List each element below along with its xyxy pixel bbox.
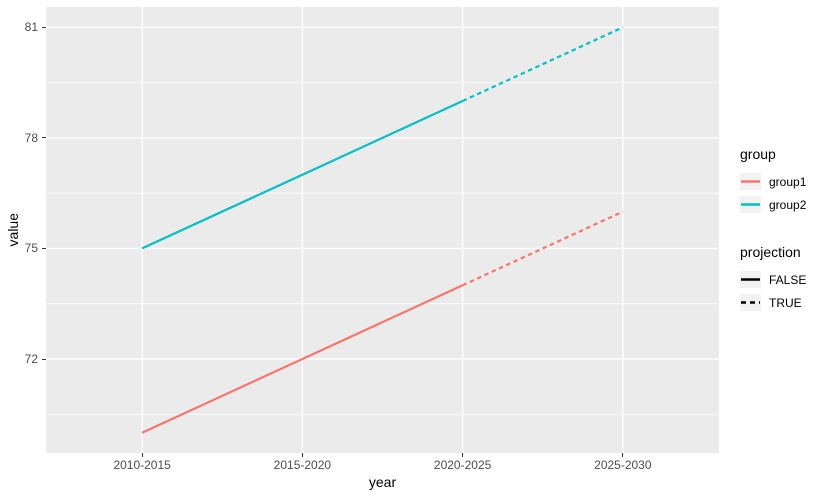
x-tick-mark bbox=[622, 453, 624, 457]
x-tick-label: 2015-2020 bbox=[273, 458, 332, 472]
x-tick-mark bbox=[301, 453, 303, 457]
x-tick-label: 2025-2030 bbox=[594, 458, 652, 472]
legend-key-true-line bbox=[740, 294, 761, 311]
legend-group-title: group bbox=[740, 146, 776, 162]
legend-item-group1: group1 bbox=[740, 170, 806, 193]
legend-label-false: FALSE bbox=[769, 272, 807, 287]
legend-key-group2-line bbox=[740, 196, 761, 213]
legend: group group1 group2 projection FALSE TRU… bbox=[740, 146, 806, 314]
series-line-group1-solid bbox=[141, 284, 464, 434]
y-axis-title: value bbox=[5, 213, 21, 247]
legend-key-group1-line bbox=[740, 173, 761, 190]
series-line-group1-dashed bbox=[462, 210, 624, 287]
legend-group-projection: projection FALSE TRUE bbox=[740, 244, 806, 314]
y-tick-label: 75 bbox=[24, 241, 38, 256]
legend-label-true: TRUE bbox=[769, 295, 802, 310]
y-tick-label: 78 bbox=[24, 130, 38, 145]
legend-projection-title: projection bbox=[740, 244, 801, 260]
legend-item-false: FALSE bbox=[740, 268, 806, 291]
y-axis-title-wrap: value bbox=[0, 7, 26, 453]
x-axis-title: year bbox=[368, 474, 397, 490]
series-line-group2-solid bbox=[141, 100, 464, 250]
legend-label-group2: group2 bbox=[769, 197, 807, 212]
legend-key-false-line bbox=[740, 271, 761, 288]
legend-item-group2: group2 bbox=[740, 193, 806, 216]
y-tick-label: 72 bbox=[24, 352, 38, 366]
y-tick-label: 81 bbox=[24, 20, 38, 35]
series-line-group2-dashed bbox=[462, 26, 624, 102]
y-tick-mark bbox=[42, 358, 46, 360]
x-tick-mark bbox=[141, 453, 143, 457]
legend-label-group1: group1 bbox=[769, 174, 807, 189]
y-tick-mark bbox=[42, 26, 46, 28]
x-tick-label: 2020-2025 bbox=[433, 458, 492, 472]
plot-panel bbox=[46, 7, 719, 453]
x-tick-mark bbox=[462, 453, 464, 457]
legend-group-color: group group1 group2 bbox=[740, 146, 806, 216]
x-tick-label: 2010-2015 bbox=[113, 458, 171, 472]
legend-item-true: TRUE bbox=[740, 291, 806, 314]
y-tick-mark bbox=[42, 137, 46, 139]
plot-area-svg bbox=[46, 7, 719, 453]
y-tick-mark bbox=[42, 247, 46, 249]
